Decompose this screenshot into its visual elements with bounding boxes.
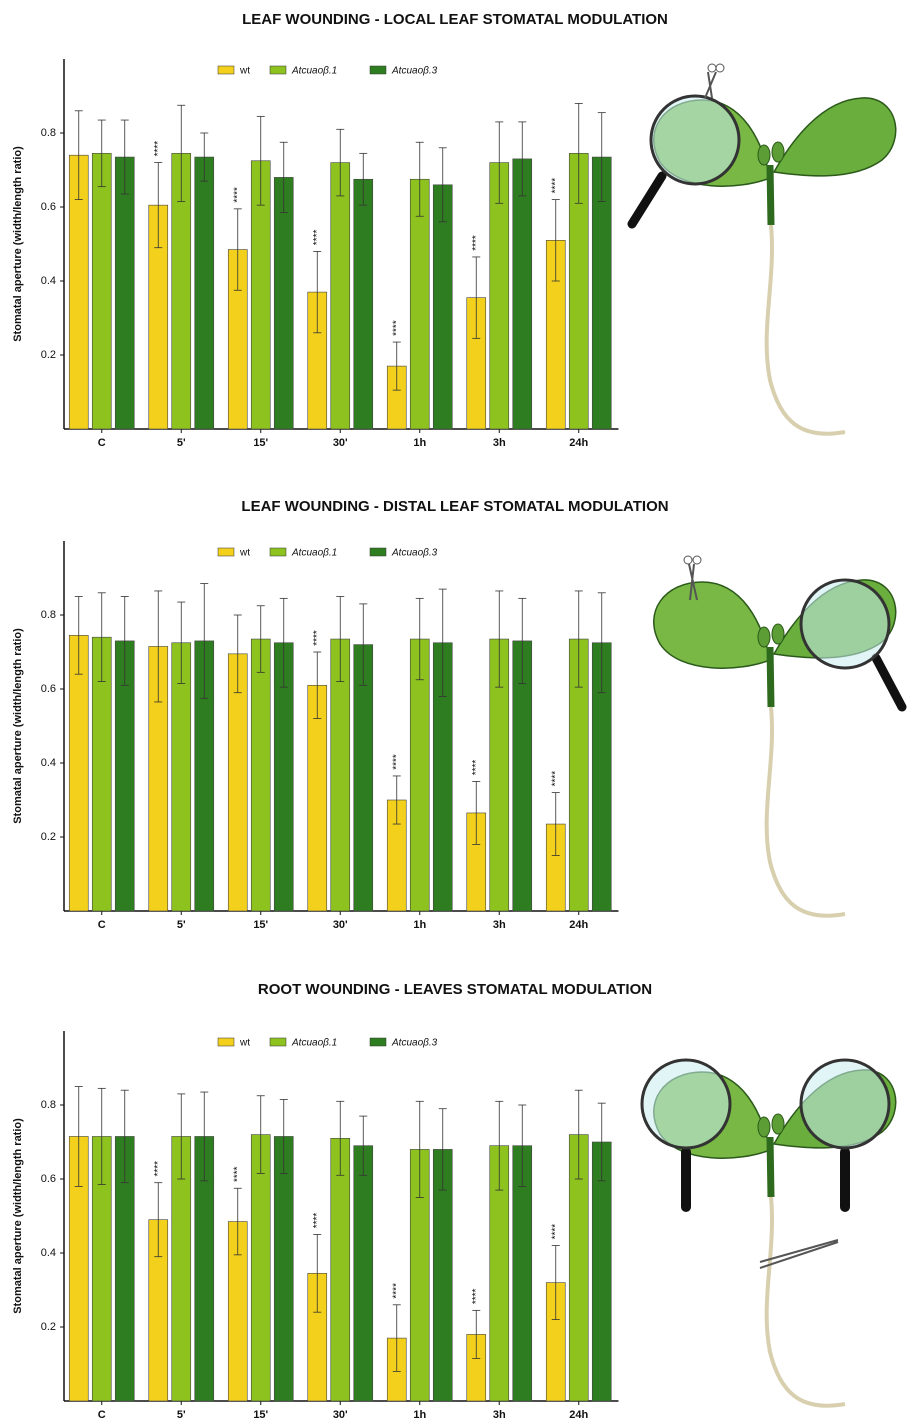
legend-swatch [370, 66, 386, 74]
legend-swatch [270, 548, 286, 556]
significance: **** [471, 235, 482, 251]
significance: **** [232, 187, 243, 203]
significance: **** [471, 1288, 482, 1304]
x-tick-label: 24h [569, 437, 588, 449]
bar [274, 177, 293, 429]
bar [69, 635, 88, 911]
significance: **** [550, 1224, 561, 1240]
x-tick-label: 30' [333, 437, 348, 449]
legend-label: wt [239, 1038, 250, 1049]
figure: LEAF WOUNDING - LOCAL LEAF STOMATAL MODU… [0, 0, 907, 1424]
y-axis-label: Stomatal aperture (width/length ratio) [12, 1118, 24, 1314]
y-axis-label: Stomatal aperture (width/length ratio) [12, 628, 24, 824]
illustration-root [642, 1060, 896, 1406]
y-tick-label: 0.4 [41, 275, 56, 287]
legend-label: Atcuaoβ.3 [391, 1038, 438, 1049]
legend-label: Atcuaoβ.3 [391, 548, 438, 559]
significance: **** [312, 630, 323, 646]
x-tick-label: 1h [413, 1409, 426, 1421]
bar [308, 685, 327, 911]
y-tick-label: 0.8 [41, 1099, 56, 1111]
x-tick-label: 1h [413, 919, 426, 931]
x-tick-label: 24h [569, 1409, 588, 1421]
x-tick-label: 15' [253, 919, 268, 931]
x-tick-label: C [98, 437, 106, 449]
y-axis-label: Stomatal aperture (width/length ratio) [12, 146, 24, 342]
chart-title: ROOT WOUNDING - LEAVES STOMATAL MODULATI… [258, 981, 652, 998]
x-tick-label: 3h [493, 1409, 506, 1421]
bar [331, 1138, 350, 1401]
y-tick-label: 0.2 [41, 349, 56, 361]
y-tick-label: 0.2 [41, 1321, 56, 1333]
legend-label: Atcuaoβ.1 [291, 66, 337, 77]
x-tick-label: 15' [253, 1409, 268, 1421]
legend-swatch [370, 548, 386, 556]
y-tick-label: 0.2 [41, 831, 56, 843]
y-tick-label: 0.8 [41, 127, 56, 139]
chart-title: LEAF WOUNDING - DISTAL LEAF STOMATAL MOD… [241, 498, 668, 515]
bar [410, 179, 429, 429]
y-tick-label: 0.6 [41, 1173, 56, 1185]
illustration-distal [654, 556, 902, 916]
bar [274, 1136, 293, 1401]
bar [251, 639, 270, 911]
y-tick-label: 0.4 [41, 1247, 56, 1259]
significance: **** [312, 230, 323, 246]
significance: **** [232, 1166, 243, 1182]
legend-swatch [218, 548, 234, 556]
x-tick-label: 30' [333, 1409, 348, 1421]
x-tick-label: 5' [177, 437, 186, 449]
legend-label: wt [239, 548, 250, 559]
legend-swatch [370, 1038, 386, 1046]
bar [331, 163, 350, 429]
significance: **** [312, 1213, 323, 1229]
bar [115, 157, 134, 429]
legend-label: Atcuaoβ.1 [291, 548, 337, 559]
significance: **** [391, 320, 402, 336]
significance: **** [391, 1283, 402, 1299]
legend-swatch [218, 1038, 234, 1046]
legend-swatch [218, 66, 234, 74]
legend-swatch [270, 66, 286, 74]
legend-label: Atcuaoβ.3 [391, 66, 438, 77]
legend-swatch [270, 1038, 286, 1046]
bar [354, 1146, 373, 1401]
y-tick-label: 0.4 [41, 757, 56, 769]
bar [513, 159, 532, 429]
x-tick-label: 3h [493, 437, 506, 449]
significance: **** [153, 141, 164, 157]
significance: **** [391, 754, 402, 770]
y-tick-label: 0.6 [41, 201, 56, 213]
x-tick-label: 30' [333, 919, 348, 931]
significance: **** [550, 178, 561, 194]
illustration-local [632, 64, 896, 434]
x-tick-label: 24h [569, 919, 588, 931]
x-tick-label: C [98, 1409, 106, 1421]
bar [354, 179, 373, 429]
significance: **** [471, 760, 482, 776]
y-tick-label: 0.8 [41, 609, 56, 621]
y-tick-label: 0.6 [41, 683, 56, 695]
x-tick-label: 15' [253, 437, 268, 449]
significance: **** [550, 771, 561, 787]
legend-label: wt [239, 66, 250, 77]
x-tick-label: C [98, 919, 106, 931]
bar [92, 153, 111, 429]
x-tick-label: 5' [177, 1409, 186, 1421]
chart-title: LEAF WOUNDING - LOCAL LEAF STOMATAL MODU… [242, 11, 668, 28]
bar [195, 157, 214, 429]
bar [251, 1135, 270, 1401]
x-tick-label: 5' [177, 919, 186, 931]
legend-label: Atcuaoβ.1 [291, 1038, 337, 1049]
x-tick-label: 1h [413, 437, 426, 449]
x-tick-label: 3h [493, 919, 506, 931]
significance: **** [153, 1161, 164, 1177]
